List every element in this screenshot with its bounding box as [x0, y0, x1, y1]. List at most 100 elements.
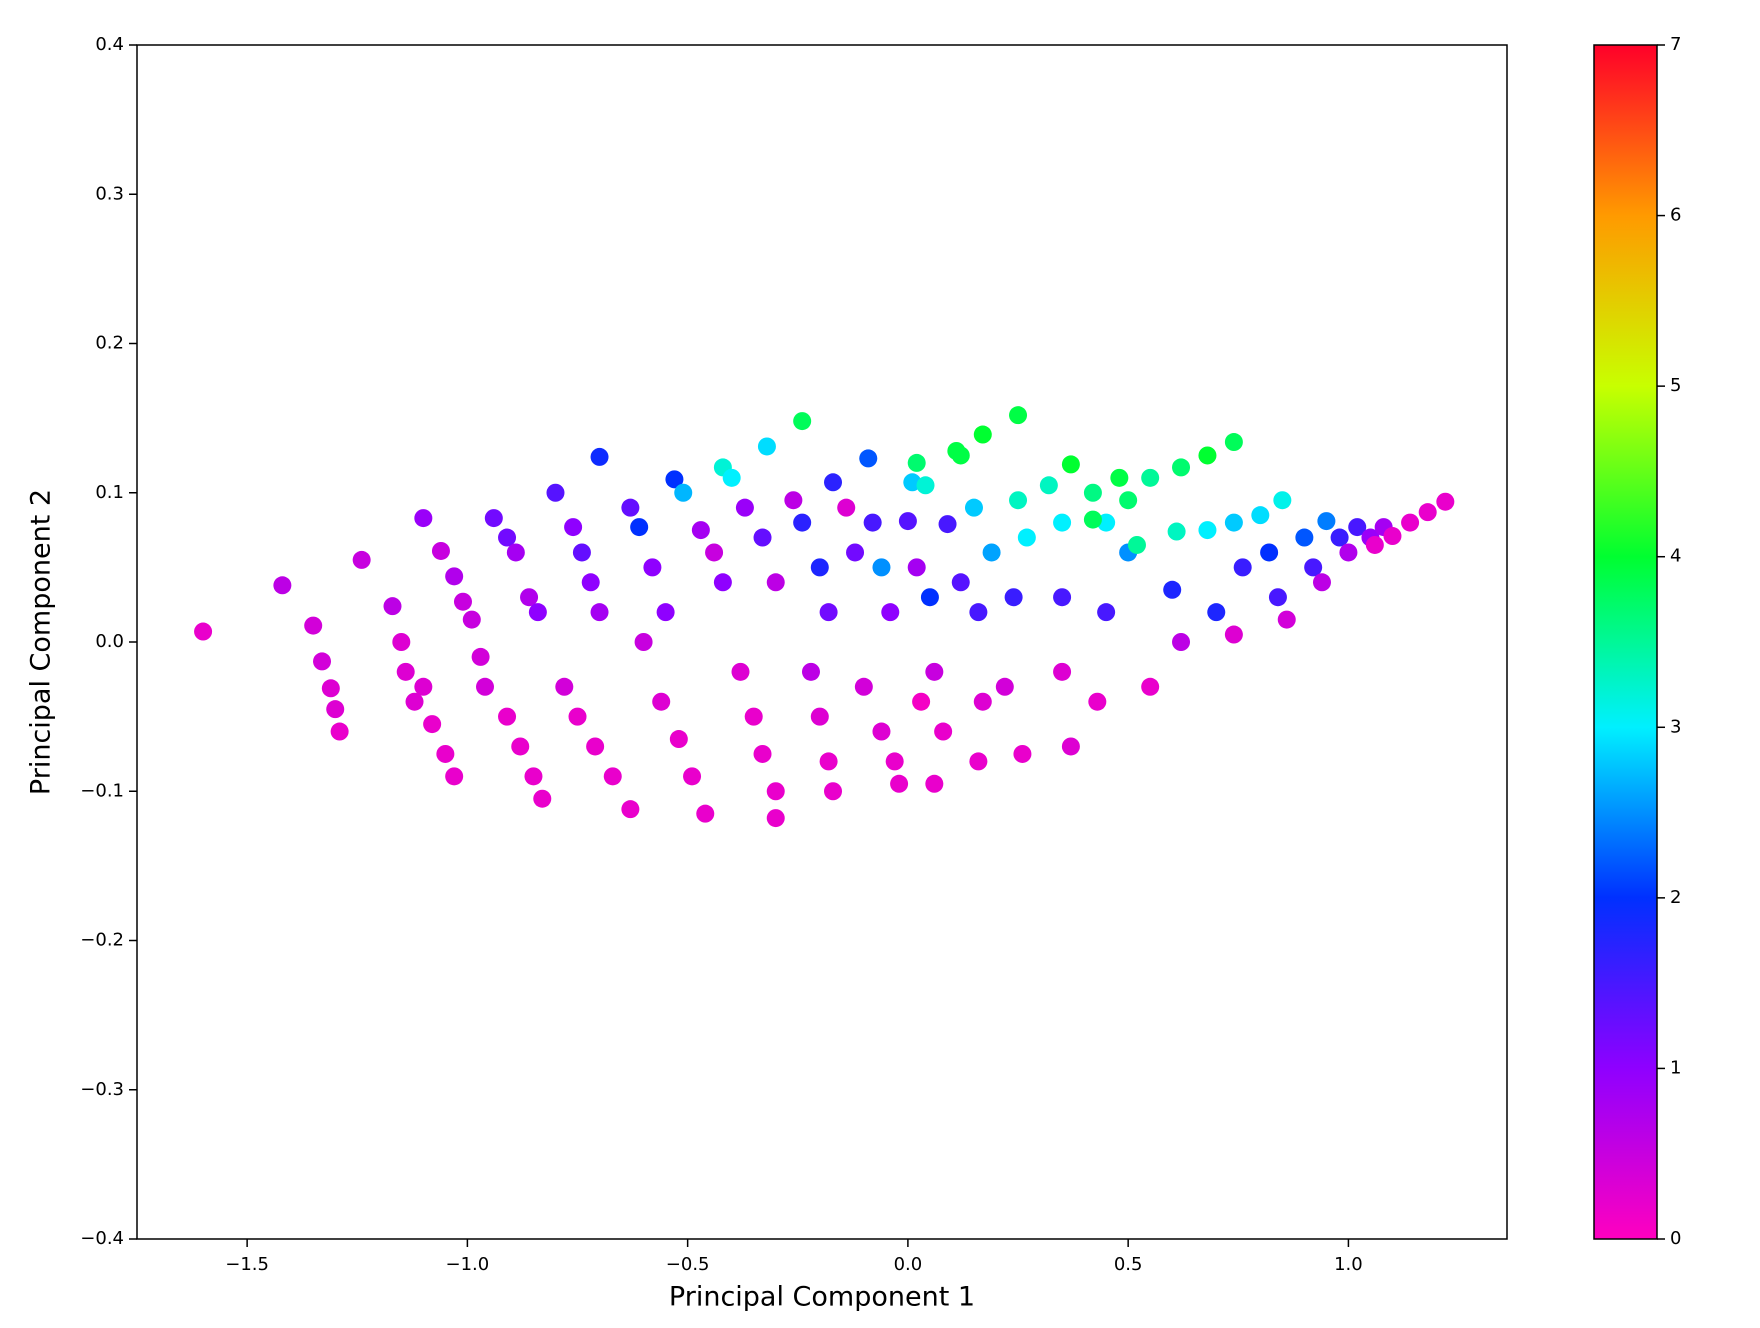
scatter-point — [793, 513, 812, 532]
scatter-point — [498, 707, 517, 726]
scatter-point — [546, 483, 565, 502]
scatter-point — [925, 662, 944, 681]
scatter-point — [973, 692, 992, 711]
colorbar-tick-label: 3 — [1670, 716, 1681, 737]
scatter-point — [793, 412, 812, 431]
scatter-point — [784, 491, 803, 510]
colorbar-tick-label: 4 — [1670, 546, 1681, 567]
scatter-point — [683, 767, 702, 786]
scatter-point — [982, 543, 1001, 562]
scatter-point — [801, 662, 820, 681]
scatter-point — [819, 603, 838, 622]
scatter-point — [1273, 491, 1292, 510]
scatter-point — [1110, 468, 1129, 487]
scatter-point — [735, 498, 754, 517]
scatter-point — [1317, 512, 1336, 531]
scatter-point — [1268, 588, 1287, 607]
scatter-point — [506, 543, 525, 562]
scatter-point — [621, 498, 640, 517]
scatter-point — [1053, 513, 1072, 532]
colorbar-tick-label: 5 — [1670, 375, 1681, 396]
y-tick-label: −0.3 — [80, 1079, 124, 1100]
scatter-point — [1163, 580, 1182, 599]
scatter-point — [995, 677, 1014, 696]
scatter-point — [1141, 677, 1160, 696]
scatter-point — [1127, 535, 1146, 554]
scatter-point — [872, 558, 891, 577]
scatter-point — [705, 543, 724, 562]
colorbar-tick-label: 7 — [1670, 34, 1681, 55]
scatter-point — [1224, 625, 1243, 644]
colorbar-tick-label: 1 — [1670, 1057, 1681, 1078]
scatter-point — [810, 707, 829, 726]
x-tick-label: 0.5 — [1114, 1254, 1143, 1275]
scatter-point — [1251, 506, 1270, 525]
y-tick-label: 0.3 — [95, 183, 124, 204]
scatter-point — [414, 677, 433, 696]
scatter-point — [511, 737, 530, 756]
y-tick-label: 0.0 — [95, 631, 124, 652]
scatter-point — [568, 707, 587, 726]
scatter-point — [1004, 588, 1023, 607]
scatter-point — [1207, 603, 1226, 622]
scatter-point — [938, 515, 957, 534]
scatter-point — [1172, 633, 1191, 651]
scatter-point — [590, 603, 609, 622]
scatter-point — [423, 715, 442, 734]
scatter-point — [951, 446, 970, 465]
scatter-point — [872, 722, 891, 741]
scatter-point — [1119, 491, 1138, 510]
scatter-point — [392, 633, 411, 651]
x-tick-label: −1.5 — [225, 1254, 269, 1275]
x-tick-label: 1.0 — [1334, 1254, 1363, 1275]
scatter-point — [753, 744, 772, 763]
colorbar-tick-label: 0 — [1670, 1228, 1681, 1249]
scatter-point — [414, 509, 433, 528]
scatter-point — [766, 809, 785, 828]
scatter-point — [1172, 458, 1191, 477]
scatter-point — [819, 752, 838, 771]
scatter-point — [920, 588, 939, 607]
x-tick-label: 0.0 — [894, 1254, 923, 1275]
scatter-point — [753, 528, 772, 547]
scatter-point — [964, 498, 983, 517]
scatter-point — [1097, 603, 1116, 622]
scatter-point — [352, 550, 371, 569]
x-tick-label: −0.5 — [666, 1254, 710, 1275]
scatter-point — [713, 573, 732, 592]
scatter-point — [669, 730, 688, 749]
scatter-point — [881, 603, 900, 622]
scatter-point — [498, 528, 517, 547]
scatter-point — [453, 592, 472, 611]
y-tick-label: 0.4 — [95, 34, 124, 55]
y-tick-label: −0.2 — [80, 930, 124, 951]
colorbar-tick-label: 2 — [1670, 887, 1681, 908]
scatter-point — [969, 752, 988, 771]
scatter-point — [652, 692, 671, 711]
scatter-point — [907, 453, 926, 472]
scatter-point — [859, 449, 878, 468]
scatter-point — [885, 752, 904, 771]
scatter-point — [656, 603, 675, 622]
y-tick-label: −0.1 — [80, 780, 124, 801]
scatter-point — [1260, 543, 1279, 562]
scatter-point — [1339, 543, 1358, 562]
scatter-point — [383, 597, 402, 616]
scatter-point — [691, 521, 710, 540]
scatter-point — [528, 603, 547, 622]
scatter-point — [722, 468, 741, 487]
colorbar-tick-label: 6 — [1670, 205, 1681, 226]
scatter-point — [471, 647, 490, 666]
scatter-point — [330, 722, 349, 741]
scatter-point — [863, 513, 882, 532]
scatter-point — [462, 610, 481, 629]
scatter-point — [1013, 744, 1032, 763]
scatter-point — [581, 573, 600, 592]
scatter-point — [837, 498, 856, 517]
scatter-point — [1198, 446, 1217, 465]
scatter-point — [445, 567, 464, 586]
scatter-point — [304, 616, 323, 635]
scatter-point — [1295, 528, 1314, 547]
scatter-point — [1383, 527, 1402, 546]
